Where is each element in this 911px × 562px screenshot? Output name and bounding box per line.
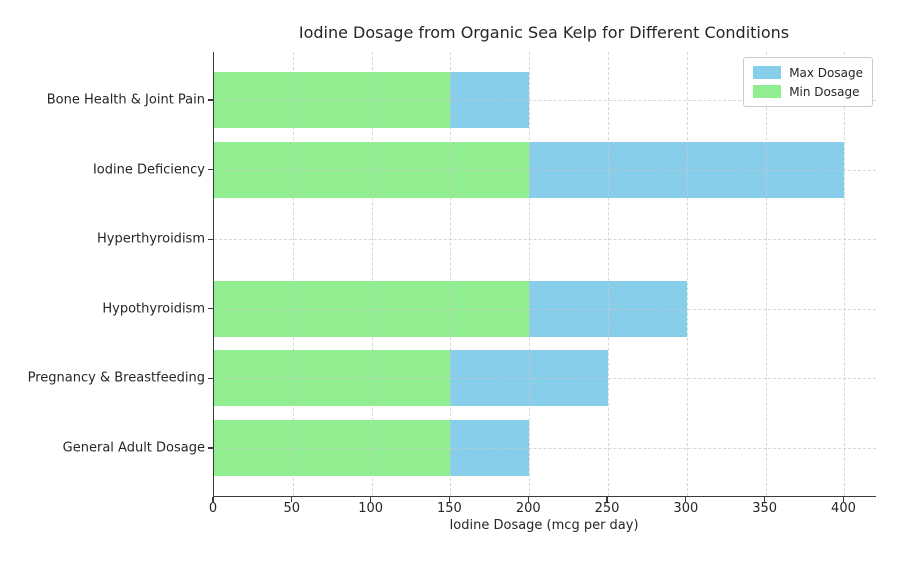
y-tick-mark	[208, 377, 213, 379]
x-tick-label: 100	[358, 501, 384, 516]
y-gridline	[214, 448, 876, 449]
y-gridline	[214, 100, 876, 101]
x-gridline	[608, 52, 610, 496]
x-gridline	[529, 52, 531, 496]
x-tick-label: 300	[673, 501, 699, 516]
x-tick-label: 150	[437, 501, 462, 516]
legend-label-min-dosage: Min Dosage	[789, 84, 860, 99]
x-tick-mark	[606, 497, 608, 502]
y-gridline	[214, 378, 876, 380]
x-tick-mark	[685, 497, 687, 502]
x-tick-mark	[370, 497, 372, 502]
legend-swatch-min-dosage	[753, 85, 782, 98]
y-tick-label: Hypothyroidism	[102, 301, 205, 317]
x-tick-label: 400	[831, 501, 856, 516]
y-gridline	[214, 169, 876, 171]
y-tick-mark	[208, 447, 213, 449]
x-gridline	[686, 52, 688, 496]
y-tick-mark	[208, 238, 213, 240]
x-tick-mark	[764, 497, 766, 502]
x-tick-label: 350	[752, 501, 778, 516]
x-tick-label: 50	[283, 501, 301, 516]
plot-area: Max Dosage Min Dosage	[213, 52, 876, 497]
x-tick-label: 0	[208, 501, 218, 516]
y-tick-label: Pregnancy & Breastfeeding	[27, 370, 205, 386]
y-tick-label: Bone Health & Joint Pain	[46, 92, 205, 108]
legend: Max Dosage Min Dosage	[743, 57, 873, 107]
x-gridline	[844, 52, 846, 496]
y-gridline	[214, 239, 876, 241]
x-tick-label: 250	[594, 501, 620, 516]
y-tick-mark	[208, 99, 213, 101]
y-gridline	[214, 308, 876, 310]
y-tick-label: General Adult Dosage	[62, 440, 205, 456]
legend-label-max-dosage: Max Dosage	[789, 65, 863, 80]
x-tick-mark	[527, 497, 529, 502]
legend-item-min-dosage: Min Dosage	[753, 82, 863, 101]
x-gridline	[371, 52, 373, 496]
x-tick-label: 200	[515, 501, 541, 516]
x-gridline	[450, 52, 452, 496]
x-axis-label: Iodine Dosage (mcg per day)	[449, 518, 639, 533]
y-tick-label: Iodine Deficiency	[92, 162, 205, 178]
y-tick-mark	[208, 169, 213, 171]
x-tick-mark	[212, 497, 214, 502]
y-tick-mark	[208, 308, 213, 310]
legend-swatch-max-dosage	[753, 66, 782, 79]
chart-title: Iodine Dosage from Organic Sea Kelp for …	[298, 23, 790, 42]
x-tick-mark	[842, 497, 845, 502]
x-tick-mark	[448, 497, 451, 502]
x-gridline	[765, 52, 767, 496]
x-gridline	[292, 52, 294, 496]
y-tick-label: Hyperthyroidism	[96, 231, 205, 247]
x-tick-mark	[291, 497, 293, 502]
legend-item-max-dosage: Max Dosage	[753, 63, 863, 82]
